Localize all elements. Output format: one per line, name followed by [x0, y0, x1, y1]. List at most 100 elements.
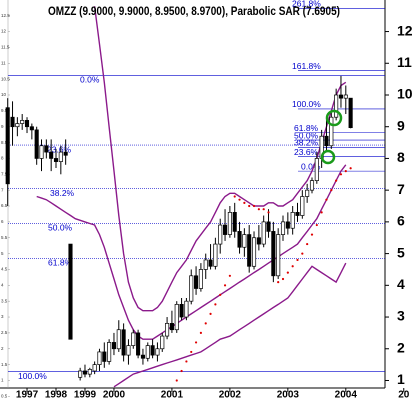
candle-body	[49, 151, 54, 159]
sar-dot	[277, 281, 280, 284]
candle-body	[39, 145, 44, 159]
fib-label: 23.6%	[294, 147, 319, 157]
candle-body	[97, 351, 102, 365]
candle-body	[280, 221, 286, 235]
sar-dot	[233, 195, 236, 198]
candle-body	[29, 126, 34, 131]
fib-label: 50.0%	[48, 223, 73, 233]
candle-body	[309, 180, 315, 191]
x-tick-label: 2004	[335, 390, 358, 400]
candle-body	[343, 94, 348, 99]
sar-dot	[175, 379, 178, 382]
sar-dot	[330, 189, 333, 192]
sar-dot	[281, 277, 285, 281]
x-tick-label: 2002	[219, 390, 242, 400]
sar-dot	[301, 252, 304, 255]
y-tick-label: 12	[397, 22, 413, 38]
candle-body	[68, 243, 73, 340]
fib-label: 0.0%	[301, 161, 321, 171]
y-tick-label: 10	[397, 86, 413, 102]
candle-body	[145, 345, 150, 359]
y2-tick-label: 11.5	[1, 45, 10, 50]
candle-body	[237, 231, 242, 248]
y2-tick-label: 6	[1, 219, 4, 224]
candle-body	[300, 196, 305, 216]
y2-tick-label: 10.5	[1, 76, 10, 81]
candle-body	[314, 158, 319, 181]
y2-tick-label: 9.5	[1, 108, 8, 113]
candle-body	[194, 275, 199, 289]
sar-dot	[190, 350, 193, 354]
band-line	[113, 262, 347, 388]
candle-body	[348, 97, 353, 129]
y2-tick-label: 4.5	[1, 267, 8, 272]
candle-body	[150, 345, 155, 356]
band-line	[36, 164, 347, 340]
x-tick-label: 1997	[16, 390, 39, 400]
candle-body	[242, 234, 247, 248]
candle-body	[5, 107, 10, 185]
candle-body	[155, 348, 160, 356]
candle-body	[290, 212, 295, 229]
sar-dot	[310, 233, 314, 236]
candle-body	[24, 120, 30, 128]
y-tick-label: 5	[397, 244, 405, 260]
candle-body	[165, 323, 170, 337]
candle-body	[338, 94, 344, 99]
candle-body	[271, 231, 276, 277]
y2-tick-label: 7.5	[1, 171, 8, 176]
candle-body	[213, 243, 218, 267]
chart-title: OMZZ (9.9000, 9.9000, 8.9500, 8.9700), P…	[48, 4, 340, 18]
candle-body	[174, 304, 179, 331]
candle-body	[111, 342, 117, 350]
fib-label: 100.0%	[18, 371, 47, 381]
candle-body	[251, 237, 257, 267]
x-tick-label: 2003	[277, 390, 300, 400]
fib-label: 0.0%	[80, 75, 100, 85]
y2-tick-label: 9	[1, 124, 4, 129]
candle-body	[63, 151, 68, 156]
candle-body	[34, 129, 39, 159]
candle-body	[92, 364, 97, 372]
y-tick-label: 1	[397, 371, 405, 387]
fib-label: 61.8%	[294, 123, 319, 133]
candle-body	[53, 158, 59, 162]
sar-dot	[267, 211, 270, 214]
candle-body	[126, 345, 131, 356]
candle-body	[223, 224, 228, 235]
fib-label: 50.0%	[294, 130, 319, 140]
y-tick-label: 2	[397, 339, 405, 355]
sar-dot	[243, 201, 246, 204]
highlight-circle	[325, 109, 343, 127]
y-tick-label: 6	[397, 213, 405, 229]
fib-label: 161.8%	[292, 61, 321, 71]
y-tick-label: 4	[397, 276, 405, 292]
sar-dot	[349, 167, 352, 170]
y2-tick-label: 5.5	[1, 235, 8, 240]
sar-dot	[325, 198, 328, 201]
candle-body	[160, 335, 165, 350]
x-tick-label: 2000	[103, 390, 126, 400]
candle-body	[20, 120, 25, 124]
y2-tick-label: 12.5	[1, 13, 10, 18]
fib-label: 261.8%	[292, 0, 321, 9]
y2-tick-label: 0.5	[1, 394, 8, 399]
sar-dot	[204, 322, 207, 325]
candle-body	[218, 224, 223, 245]
sar-dot	[219, 293, 222, 296]
candle-body	[140, 354, 145, 359]
fib-label: 100.0%	[292, 99, 321, 109]
fib-label: 61.8%	[48, 258, 73, 268]
y2-tick-label: 12	[1, 29, 7, 34]
candle-body	[189, 275, 194, 302]
y2-tick-label: 2	[1, 346, 4, 351]
candle-body	[261, 221, 266, 245]
sar-dot	[339, 173, 343, 176]
candle-body	[87, 369, 92, 375]
y2-tick-label: 1.5	[1, 362, 8, 367]
y-tick-label: 7	[397, 181, 405, 197]
band-line	[93, 6, 347, 312]
candle-body	[247, 234, 252, 267]
candle-body	[198, 269, 203, 289]
